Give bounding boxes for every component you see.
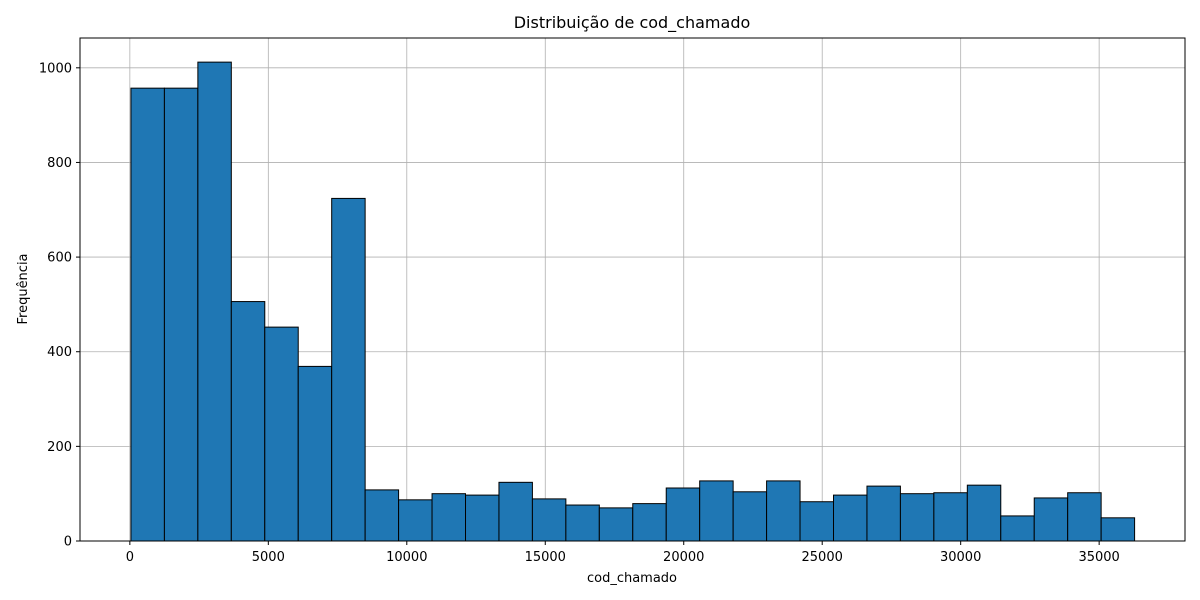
histogram-bar-19 [732,491,768,542]
y-tick-label: 1000 [39,61,72,76]
histogram-bar-24 [899,493,935,542]
histogram-bar-26 [966,484,1002,542]
x-tick-label: 5000 [252,550,285,565]
x-tick-label: 25000 [802,550,843,565]
histogram-bar-11 [465,494,500,542]
x-tick-label: 20000 [663,550,704,565]
histogram-bar-21 [799,501,835,542]
y-axis-label: Frequência [16,253,31,324]
histogram-bar-25 [933,492,968,542]
y-tick-label: 600 [47,251,72,266]
chart-title: Distribuição de cod_chamado [514,13,751,33]
histogram-bar-15 [598,507,634,542]
histogram-bar-12 [498,481,533,542]
histogram-bar-2 [163,87,199,542]
y-tick-label: 200 [47,440,72,455]
histogram-bar-30 [1100,517,1136,542]
x-axis-label: cod_chamado [587,571,677,586]
histogram-bar-18 [699,480,734,542]
histogram-bar-28 [1033,497,1069,542]
y-tick-label: 800 [47,156,72,171]
x-tick-label: 10000 [386,550,427,565]
y-tick-label: 400 [47,345,72,360]
x-tick-label: 15000 [525,550,566,565]
histogram-bar-20 [766,480,801,542]
histogram-bar-6 [297,365,333,542]
histogram-bar-7 [331,197,366,542]
histogram-bar-29 [1067,492,1102,542]
histogram-bar-17 [665,487,701,542]
histogram-bar-23 [866,485,901,542]
histogram-bar-3 [197,61,232,542]
x-tick-label: 0 [126,550,134,565]
histogram-bar-13 [531,498,567,542]
histogram-bar-16 [632,503,667,542]
histogram-bar-4 [230,301,266,542]
histogram-bar-1 [130,87,165,542]
x-axis-ticks: 0 5000 10000 15000 20000 25000 30000 35000 [126,541,1120,565]
histogram-bar-8 [364,489,400,542]
histogram-bar-27 [1000,515,1035,542]
histogram-bar-9 [398,499,433,542]
histogram-bar-14 [565,504,600,542]
x-tick-label: 30000 [940,550,981,565]
histogram-bar-22 [833,494,868,542]
x-tick-label: 35000 [1078,550,1119,565]
y-tick-label: 0 [64,535,72,550]
plot-frame [79,37,1186,542]
histogram-bars [130,61,1136,542]
y-axis-ticks: 0 200 400 600 800 1000 [39,61,80,550]
histogram-bar-5 [264,326,299,542]
histogram-bar-10 [431,493,467,542]
